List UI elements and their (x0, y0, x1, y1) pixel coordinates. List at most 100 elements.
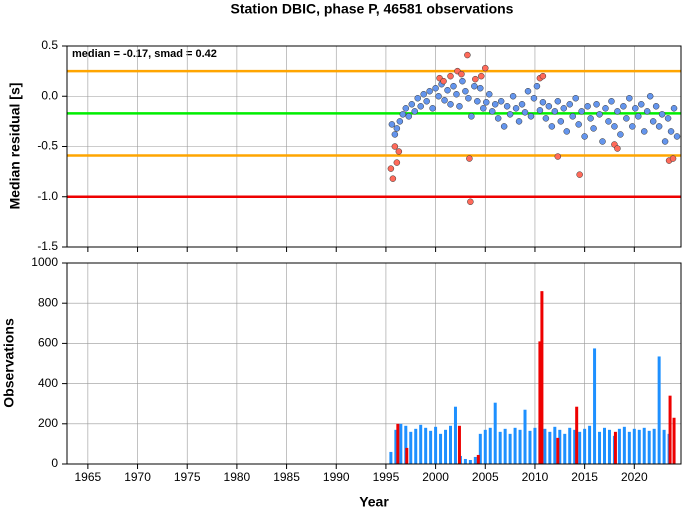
bar (538, 341, 542, 464)
point (551, 108, 559, 115)
point (614, 108, 621, 115)
y-tick-label: -1.0 (37, 189, 58, 203)
point (402, 105, 410, 112)
point (414, 95, 421, 102)
point (444, 86, 451, 94)
point (389, 175, 397, 182)
point (536, 107, 544, 114)
y-tick-label: 200 (38, 416, 58, 430)
bar (602, 427, 606, 464)
point (593, 101, 600, 108)
bar (523, 409, 527, 464)
point (533, 82, 541, 90)
bar (642, 427, 646, 464)
point (458, 70, 465, 78)
point (391, 131, 399, 138)
point (554, 98, 562, 105)
y-tick-label: 400 (38, 376, 58, 390)
point (477, 84, 484, 92)
x-tick-label: 2000 (422, 470, 449, 484)
bar (429, 430, 433, 464)
point (629, 123, 636, 130)
bar (593, 348, 597, 464)
point (453, 90, 460, 98)
bar (622, 426, 626, 464)
point (527, 113, 535, 120)
bar (399, 423, 403, 464)
y-axis-label: Observations (1, 318, 17, 408)
y-tick-label: -0.5 (37, 139, 58, 153)
point (388, 121, 396, 128)
point (587, 115, 594, 122)
bar (488, 427, 492, 464)
point (576, 171, 583, 178)
x-tick-label: 1995 (373, 470, 400, 484)
bar (548, 431, 552, 464)
bar (389, 451, 393, 464)
bar (632, 428, 636, 464)
point (635, 113, 642, 120)
point (581, 133, 588, 140)
point (478, 72, 485, 80)
bar (513, 427, 517, 464)
point (468, 113, 475, 120)
plot-frame (66, 45, 682, 248)
point (420, 90, 427, 98)
point (563, 128, 570, 135)
bar (409, 431, 413, 464)
bar (568, 427, 572, 464)
point (466, 155, 473, 162)
point (670, 105, 678, 112)
bar (453, 406, 457, 464)
x-tick-label: 1990 (323, 470, 350, 484)
bar (607, 429, 611, 464)
bar (518, 429, 522, 464)
bar (444, 429, 448, 464)
bar (508, 433, 512, 464)
y-tick-label: -1.5 (37, 239, 58, 253)
y-tick-label: 800 (38, 295, 58, 309)
point (575, 121, 582, 128)
bar (578, 431, 582, 464)
point (652, 103, 660, 110)
point (626, 95, 633, 102)
bar (457, 425, 461, 464)
bar (533, 427, 537, 464)
point (590, 125, 597, 132)
point (521, 109, 529, 116)
annotation: median = -0.17, smad = 0.42 (72, 48, 217, 60)
point (524, 87, 532, 95)
point (614, 145, 621, 152)
bar (657, 356, 661, 464)
point (426, 87, 433, 95)
point (611, 123, 618, 130)
point (640, 128, 648, 135)
bar (493, 402, 497, 464)
point (485, 90, 493, 98)
point (560, 105, 568, 112)
point (440, 77, 447, 85)
bar (476, 454, 480, 464)
point (503, 103, 511, 110)
point (673, 133, 681, 140)
point (509, 93, 517, 100)
bar (573, 429, 577, 464)
y-tick-label: 600 (38, 336, 58, 350)
bar (405, 447, 409, 464)
bar (662, 429, 666, 464)
point (494, 115, 502, 122)
bar (394, 429, 398, 464)
bar (498, 431, 502, 464)
point (605, 118, 612, 125)
y-tick-label: 0 (51, 456, 58, 470)
point (542, 115, 550, 122)
bar (563, 433, 567, 464)
bar (540, 291, 544, 464)
point (482, 64, 489, 72)
point (465, 95, 472, 102)
bar (652, 428, 656, 464)
point (491, 101, 499, 108)
point (669, 155, 677, 162)
point (620, 103, 627, 110)
bar (553, 426, 557, 464)
